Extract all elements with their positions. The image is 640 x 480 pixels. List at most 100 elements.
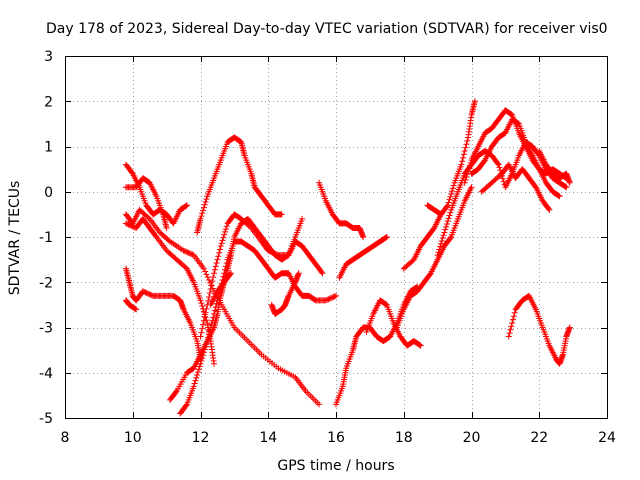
data-point — [208, 321, 215, 328]
data-point — [184, 249, 191, 256]
data-point — [200, 349, 207, 356]
data-point — [145, 214, 152, 221]
series-arc4 — [122, 215, 218, 367]
data-point — [442, 226, 449, 233]
data-point — [201, 201, 208, 208]
data-point — [219, 237, 226, 244]
data-point — [192, 377, 199, 384]
data-point — [197, 215, 204, 222]
data-point — [206, 289, 213, 296]
data-point — [163, 224, 170, 231]
data-point — [183, 202, 190, 209]
data-point — [463, 174, 470, 181]
data-point — [327, 295, 334, 302]
data-point — [199, 355, 206, 362]
data-point — [416, 342, 423, 349]
data-point — [183, 248, 190, 255]
data-point — [274, 251, 281, 258]
data-point — [216, 246, 223, 253]
x-axis-tick-labels: 8 10 12 14 16 18 20 22 24 — [61, 430, 616, 446]
series-arc24 — [505, 292, 573, 367]
data-point — [144, 290, 151, 297]
data-point — [333, 292, 339, 299]
data-point — [443, 220, 450, 227]
data-point — [278, 211, 285, 218]
data-point — [437, 243, 444, 250]
data-point — [126, 222, 133, 229]
data-point — [191, 380, 198, 387]
y-tick-label: 2 — [44, 94, 53, 110]
y-tick-label: 0 — [44, 185, 53, 201]
data-point — [133, 306, 140, 313]
data-point — [444, 218, 451, 225]
series-arc22 — [468, 116, 563, 200]
data-point — [183, 402, 190, 409]
y-tick-label: 1 — [44, 140, 53, 156]
data-point — [326, 295, 333, 302]
data-point — [205, 331, 212, 338]
data-point — [205, 334, 212, 341]
y-tick-label: -4 — [39, 366, 53, 382]
data-point — [213, 300, 220, 307]
data-point — [449, 188, 456, 195]
data-points — [122, 98, 573, 417]
data-point — [201, 313, 208, 320]
y-axis-label: SDTVAR / TECUs — [7, 181, 23, 296]
data-point — [128, 222, 135, 229]
series-arc11 — [207, 270, 234, 308]
series-arc17 — [393, 184, 475, 331]
data-point — [209, 317, 216, 324]
data-point — [458, 161, 465, 168]
data-point — [183, 202, 190, 209]
data-point — [227, 270, 234, 277]
data-point — [496, 164, 503, 171]
data-point — [148, 292, 155, 299]
series-arc20 — [434, 138, 570, 259]
data-point — [566, 179, 573, 186]
data-point — [459, 158, 466, 165]
data-point — [198, 213, 205, 220]
data-point — [462, 144, 469, 151]
data-point — [325, 296, 332, 303]
data-point — [200, 265, 207, 272]
data-point — [563, 184, 570, 191]
data-point — [463, 141, 470, 148]
data-point — [129, 223, 136, 230]
data-point — [444, 202, 451, 209]
series-arc18 — [400, 98, 478, 272]
data-point — [210, 314, 217, 321]
data-point — [509, 319, 516, 326]
data-point — [203, 271, 210, 278]
data-point — [500, 178, 507, 185]
data-point — [125, 221, 132, 228]
data-point — [207, 286, 214, 293]
data-point — [142, 289, 149, 296]
y-tick-label: -3 — [39, 321, 53, 337]
data-point — [468, 184, 475, 191]
data-point — [204, 338, 211, 345]
data-point — [147, 291, 154, 298]
x-tick-label: 22 — [530, 430, 548, 446]
data-point — [146, 291, 153, 298]
data-point — [205, 297, 212, 304]
data-point — [271, 250, 278, 257]
data-point — [382, 234, 389, 241]
data-point — [222, 266, 229, 273]
data-point — [555, 192, 562, 199]
data-point — [435, 249, 442, 256]
data-point — [438, 240, 445, 247]
data-point — [199, 325, 206, 332]
data-point — [215, 253, 222, 260]
data-point — [446, 196, 453, 203]
data-point — [562, 183, 569, 190]
data-point — [270, 249, 277, 256]
series-arc25 — [536, 148, 573, 186]
data-point — [199, 210, 206, 217]
data-point — [272, 250, 279, 257]
data-point — [223, 223, 230, 230]
data-point — [203, 196, 210, 203]
data-point — [446, 212, 453, 219]
data-point — [200, 321, 207, 328]
x-tick-label: 16 — [327, 430, 345, 446]
data-point — [471, 98, 478, 105]
